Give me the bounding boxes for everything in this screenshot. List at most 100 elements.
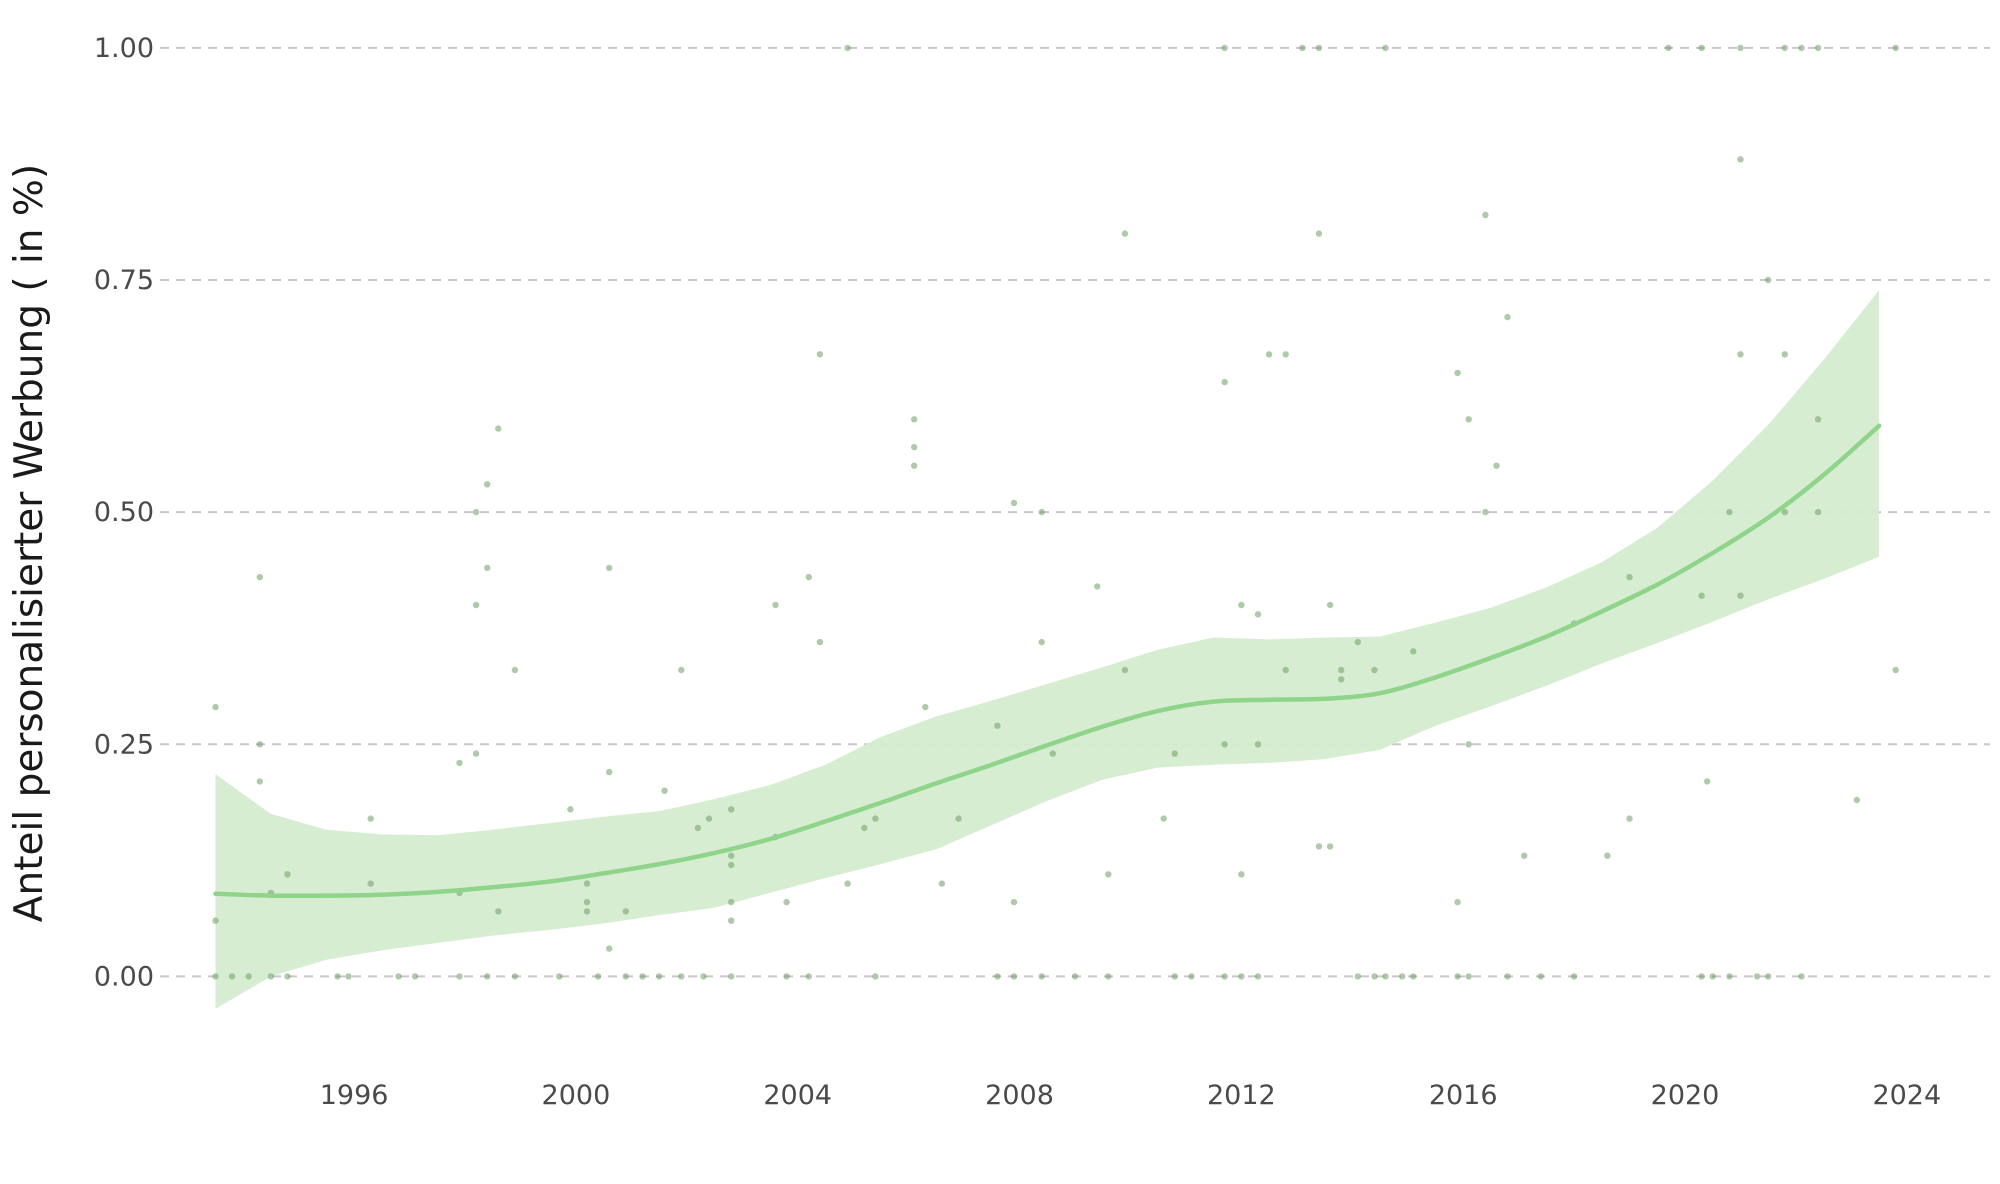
data-point — [212, 973, 219, 980]
data-point — [1282, 666, 1289, 674]
data-point — [1698, 592, 1705, 599]
data-point — [1798, 44, 1805, 52]
data-point — [1399, 973, 1406, 980]
data-point — [844, 44, 851, 52]
data-point — [1709, 973, 1716, 980]
data-point — [1493, 462, 1500, 469]
data-point — [484, 564, 491, 572]
data-point — [345, 973, 352, 980]
data-point — [1299, 44, 1306, 52]
data-point — [805, 573, 812, 581]
data-point — [1315, 230, 1323, 237]
data-point — [1282, 351, 1289, 358]
data-point — [411, 973, 419, 980]
data-point — [1504, 313, 1511, 321]
y-tick-labels: 0.00 0.25 0.50 0.75 1.00 — [94, 33, 154, 993]
data-point — [1454, 973, 1461, 980]
data-point — [816, 638, 824, 646]
data-point — [1482, 508, 1489, 516]
data-point — [1892, 44, 1899, 52]
data-point — [1315, 843, 1323, 850]
data-point — [1570, 973, 1578, 980]
data-point — [1315, 44, 1323, 52]
data-point — [805, 973, 812, 980]
x-tick-label: 2004 — [763, 1080, 832, 1111]
data-point — [1737, 592, 1744, 599]
data-point — [1371, 666, 1378, 674]
data-point — [1094, 583, 1101, 590]
data-point — [1371, 973, 1378, 980]
data-point — [1892, 666, 1899, 674]
data-point — [567, 806, 574, 813]
data-point — [511, 973, 519, 980]
data-point — [1254, 741, 1262, 748]
data-point — [1160, 815, 1167, 822]
y-tick-label: 0.75 — [94, 265, 154, 296]
data-point — [1410, 973, 1417, 980]
data-point — [606, 945, 613, 952]
data-point — [728, 861, 735, 869]
data-point — [495, 908, 502, 915]
data-point — [1171, 973, 1179, 980]
data-point — [456, 759, 463, 767]
data-point — [1171, 750, 1179, 757]
data-point — [728, 806, 735, 813]
data-point — [484, 973, 491, 980]
data-point — [1853, 796, 1861, 804]
data-point — [583, 880, 591, 887]
data-point — [556, 973, 563, 980]
data-point — [728, 973, 735, 980]
data-point — [1814, 508, 1822, 516]
data-point — [1121, 666, 1129, 674]
data-point — [911, 416, 918, 423]
data-point — [911, 443, 918, 451]
smooth-trend-line — [213, 423, 1882, 899]
data-point — [1338, 666, 1345, 674]
data-point — [1454, 898, 1461, 906]
data-point — [1221, 973, 1228, 980]
data-point — [1238, 973, 1245, 980]
confidence-band — [215, 290, 1880, 1009]
data-point — [816, 351, 824, 358]
data-point — [1254, 611, 1262, 618]
data-point — [583, 908, 591, 915]
x-tick-label: 2024 — [1872, 1080, 1941, 1111]
x-tick-label: 2016 — [1429, 1080, 1498, 1111]
y-tick-label: 0.50 — [94, 497, 154, 528]
data-point — [1698, 973, 1705, 980]
data-point — [1781, 351, 1789, 358]
data-point — [872, 973, 879, 980]
data-point — [844, 880, 851, 887]
data-point — [1354, 973, 1362, 980]
data-point — [1338, 676, 1345, 683]
data-point — [861, 824, 868, 832]
data-point — [256, 741, 263, 748]
data-point — [212, 703, 219, 711]
x-tick-label: 2000 — [542, 1080, 611, 1111]
data-point — [583, 898, 591, 906]
data-point — [1465, 973, 1472, 980]
data-point — [1737, 156, 1744, 163]
data-point — [472, 601, 480, 609]
data-point — [1254, 973, 1262, 980]
data-point — [1726, 973, 1733, 980]
data-point — [1454, 369, 1461, 377]
data-point — [1726, 508, 1733, 516]
data-point — [1737, 351, 1744, 358]
data-point — [1537, 973, 1545, 980]
data-point — [1010, 499, 1018, 507]
data-point — [1326, 843, 1334, 850]
data-point — [1265, 351, 1273, 358]
data-point — [1753, 973, 1761, 980]
data-point — [1038, 973, 1045, 980]
data-point — [1238, 871, 1245, 878]
data-point — [1188, 973, 1195, 980]
data-point — [655, 973, 663, 980]
data-point — [872, 815, 879, 822]
data-point — [783, 898, 790, 906]
data-point — [1326, 601, 1334, 609]
y-tick-label: 0.25 — [94, 729, 154, 760]
x-tick-label: 2020 — [1651, 1080, 1720, 1111]
data-point — [728, 917, 735, 924]
